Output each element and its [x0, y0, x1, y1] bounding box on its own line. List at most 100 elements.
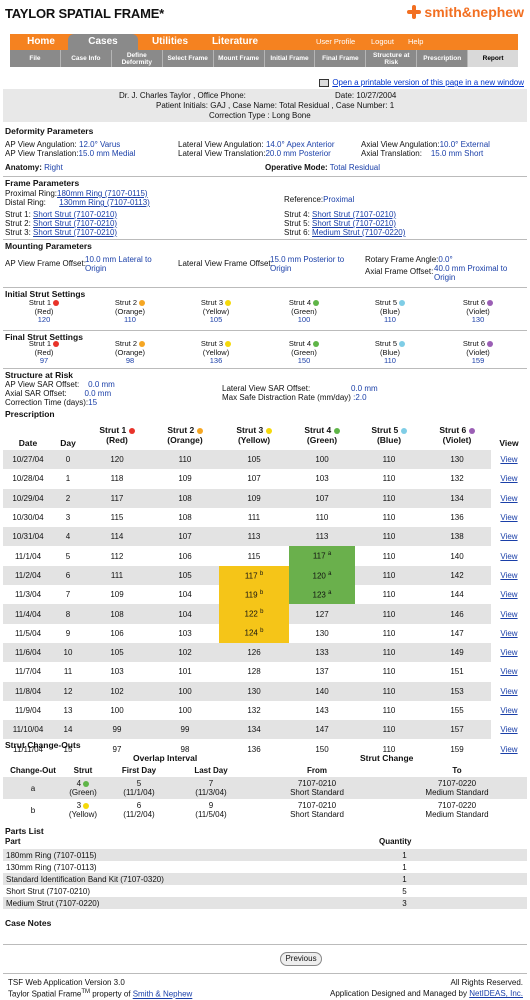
rx-day: 5: [65, 551, 71, 561]
changeout-to: 7107-0220 Medium Standard: [425, 779, 489, 797]
netideas-link[interactable]: NetIDEAS, Inc.: [469, 989, 523, 998]
initial-strut-value: 110: [384, 315, 396, 324]
subnav-report[interactable]: Report: [468, 50, 519, 67]
rx-date: 11/2/04: [3, 565, 53, 586]
rx-col-strut-5: Strut 5 (Blue): [355, 420, 423, 450]
proximal-ring-link[interactable]: 180mm Ring (7107-0115): [57, 189, 148, 198]
changeout-col: Strut: [73, 765, 93, 775]
view-link[interactable]: View: [500, 706, 518, 715]
patient-info: Dr. J. Charles Taylor , Office Phone: Da…: [3, 89, 527, 122]
view-link[interactable]: View: [500, 455, 518, 465]
initial-strut-name: Strut 3: [200, 298, 226, 307]
logout-link[interactable]: Logout: [371, 37, 394, 46]
view-link[interactable]: View: [500, 590, 518, 600]
strut-color-dot-icon: [487, 300, 494, 307]
subnav-mount-frame[interactable]: Mount Frame: [214, 50, 265, 67]
frame-strut-1-link[interactable]: Short Strut (7107-0210): [33, 210, 118, 219]
view-link[interactable]: View: [500, 648, 518, 658]
printable-version-link[interactable]: Open a printable version of this page in…: [319, 78, 524, 87]
view-link[interactable]: View: [500, 474, 518, 484]
sub-nav: File Case Info Define Deformity Select F…: [10, 50, 519, 67]
rx-strut-5: 110: [355, 720, 423, 740]
changeout-marker: a: [328, 589, 332, 596]
view-link[interactable]: View: [500, 725, 518, 735]
rx-strut-2: 102: [151, 642, 219, 663]
subnav-case-info[interactable]: Case Info: [61, 50, 112, 67]
initial-strut-value: 130: [471, 315, 485, 324]
subnav-select-frame[interactable]: Select Frame: [163, 50, 214, 67]
subnav-prescription[interactable]: Prescription: [417, 50, 469, 67]
prescription-row: 11/11/04 15 97 98 136 150 110 159 View: [3, 739, 527, 759]
final-strut-color: (Green): [291, 347, 317, 357]
rx-strut-5: 110: [382, 590, 396, 600]
strut-color-dot-icon: [196, 427, 203, 434]
view-link[interactable]: View: [500, 744, 518, 754]
part-name: 180mm Ring (7107-0115): [3, 849, 343, 861]
view-link[interactable]: View: [500, 686, 518, 696]
rx-day: 11: [63, 667, 73, 677]
final-strut-name: Strut 3: [200, 339, 226, 348]
risk-section: Structure at Risk AP View SAR Offset: 0.…: [5, 370, 378, 407]
changeout-marker: a: [328, 570, 332, 577]
help-link[interactable]: Help: [408, 37, 424, 46]
rx-strut-5: 110: [355, 681, 423, 701]
subnav-structure-at-risk[interactable]: Structure at Risk: [366, 50, 418, 67]
frame-strut-2-link[interactable]: Short Strut (7107-0210): [33, 219, 118, 228]
initial-strut-name: Strut 5: [374, 298, 400, 307]
smith-nephew-link[interactable]: Smith & Nephew: [132, 989, 193, 999]
view-link[interactable]: View: [500, 628, 518, 638]
view-link[interactable]: View: [500, 532, 518, 542]
rx-date: 11/4/04: [3, 604, 53, 624]
tab-home[interactable]: Home: [27, 36, 55, 47]
part-qty: 1: [343, 849, 463, 861]
view-link[interactable]: View: [500, 513, 518, 523]
view-link[interactable]: View: [500, 609, 518, 619]
strut-color-dot-icon: [53, 341, 60, 348]
tab-utilities[interactable]: Utilities: [151, 36, 189, 47]
initial-strut-section: Initial Strut Settings: [3, 289, 527, 329]
main-nav: Home Cases Utilities Literature User Pro…: [10, 34, 518, 50]
frame-strut-6-link[interactable]: Medium Strut (7107-0220): [312, 228, 406, 237]
view-link[interactable]: View: [500, 551, 518, 561]
rx-strut-3: 124 b: [219, 623, 289, 643]
rx-col-date: Date: [18, 438, 38, 448]
rx-strut-4: 140: [289, 681, 355, 701]
rx-strut-5: 110: [382, 628, 396, 638]
initial-strut-color: (Green): [291, 306, 317, 316]
tab-literature[interactable]: Literature: [211, 36, 259, 47]
rx-day: 12: [53, 681, 83, 701]
patient-initials: Patient Initials: GAJ , Case Name: Total…: [156, 101, 395, 110]
final-strut-value: 159: [471, 356, 485, 365]
strut-color-dot-icon: [399, 341, 406, 348]
initial-strut-color: (Violet): [466, 306, 490, 316]
changeout-last-day: 7 (11/3/04): [195, 779, 227, 797]
frame-strut-3-link[interactable]: Short Strut (7107-0210): [33, 228, 118, 237]
subnav-define-deformity[interactable]: Define Deformity: [112, 50, 163, 67]
tab-cases[interactable]: Cases: [68, 34, 138, 50]
final-strut-color: (Violet): [466, 347, 490, 357]
view-link[interactable]: View: [500, 493, 518, 503]
rx-strut-1: 109: [110, 590, 124, 600]
changeout-col: Change-Out: [10, 765, 56, 775]
changeout-row: a 4 (Green) 5 (11/1/04) 7 (11/3/04) 7107-0210 S…: [3, 777, 527, 799]
rx-strut-3: 113: [219, 527, 289, 547]
frame-strut-4-link[interactable]: Short Strut (7107-0210): [312, 210, 397, 219]
rx-strut-2: 101: [178, 667, 192, 677]
prescription-row: 11/8/04 12 102 100 130 140 110 153 View: [3, 681, 527, 701]
previous-button[interactable]: Previous: [280, 952, 322, 966]
prescription-row: 11/6/04 10 105 102 126 133 110 149 View: [3, 642, 527, 663]
initial-strut-4: Strut 4 (Green) 100: [274, 298, 334, 325]
mounting-section: Mounting Parameters AP View Frame Offset…: [3, 241, 527, 287]
distal-ring-link[interactable]: 130mm Ring (7107-0113): [59, 198, 150, 207]
user-profile-link[interactable]: User Profile: [316, 37, 356, 46]
view-link[interactable]: View: [500, 570, 518, 580]
subnav-final-frame[interactable]: Final Frame: [315, 50, 367, 67]
subnav-initial-frame[interactable]: Initial Frame: [265, 50, 316, 67]
frame-strut-5-link[interactable]: Short Strut (7107-0210): [312, 219, 397, 228]
changeout-id: b: [30, 805, 36, 815]
rx-strut-2: 107: [151, 527, 219, 547]
view-link[interactable]: View: [500, 667, 518, 677]
initial-strut-value: 105: [209, 315, 223, 324]
subnav-file[interactable]: File: [10, 50, 61, 67]
prescription-table: Date Day Strut 1 (Red) Strut 2 (Orange) Stru…: [3, 420, 527, 759]
